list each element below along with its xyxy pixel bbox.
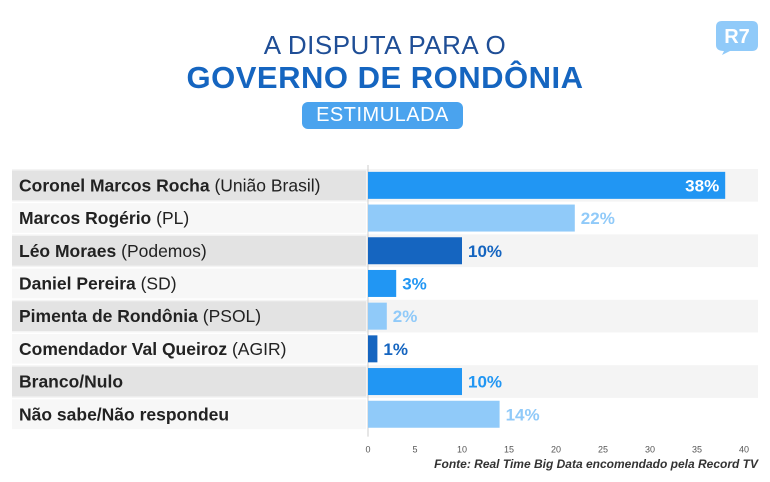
row-label-panel [12, 301, 366, 331]
row-label-panel [12, 203, 366, 233]
title-line-2: GOVERNO DE RONDÔNIA [186, 60, 584, 95]
row-label-panel [12, 170, 366, 201]
x-tick-label: 15 [504, 445, 514, 455]
bar-value-label: 14% [506, 405, 540, 424]
bar [368, 400, 500, 428]
row-label-panel [12, 334, 366, 364]
bar-value-label: 22% [581, 209, 615, 228]
candidate-name: Pimenta de Rondônia [19, 306, 198, 326]
row-label: Marcos Rogério (PL) [19, 208, 189, 228]
bar-value-label: 10% [468, 373, 502, 392]
source-note: Fonte: Real Time Big Data encomendado pe… [434, 457, 758, 471]
bar [368, 302, 387, 330]
candidate-party: (PSOL) [198, 306, 261, 326]
bar [368, 171, 726, 199]
row-label: Léo Moraes (Podemos) [19, 241, 207, 261]
row-label: Branco/Nulo [19, 372, 123, 392]
row-label-panel [12, 268, 366, 299]
candidate-party: (SD) [136, 273, 177, 293]
x-tick-label: 35 [692, 445, 702, 455]
bar-value-label: 38% [685, 176, 719, 195]
logo-text: R7 [724, 26, 750, 48]
x-tick-label: 25 [598, 445, 608, 455]
candidate-name: Não sabe/Não respondeu [19, 404, 229, 424]
bar-value-label: 3% [402, 274, 427, 293]
x-tick-label: 5 [412, 445, 417, 455]
x-tick-label: 40 [739, 445, 749, 455]
candidate-name: Marcos Rogério [19, 208, 151, 228]
r7-logo: R7 [716, 21, 758, 55]
candidate-name: Daniel Pereira [19, 273, 136, 293]
candidate-name: Comendador Val Queiroz [19, 339, 227, 359]
row-label: Pimenta de Rondônia (PSOL) [19, 306, 261, 326]
row-label-panel [12, 235, 366, 266]
row-label: Daniel Pereira (SD) [19, 273, 177, 293]
candidate-name: Branco/Nulo [19, 372, 123, 392]
candidate-party: (AGIR) [227, 339, 286, 359]
candidate-party: (União Brasil) [210, 175, 321, 195]
bar [368, 335, 378, 363]
candidate-party: (PL) [151, 208, 189, 228]
row-label-panel [12, 366, 366, 397]
bar-value-label: 10% [468, 242, 502, 261]
bar-value-label: 2% [393, 307, 418, 326]
title-line-1: A DISPUTA PARA O [263, 30, 507, 60]
bar [368, 269, 397, 297]
candidate-party: (Podemos) [116, 241, 206, 261]
candidate-name: Coronel Marcos Rocha [19, 175, 210, 195]
bar [368, 204, 575, 232]
bar [368, 237, 462, 265]
x-tick-label: 10 [457, 445, 467, 455]
row-label-panel [12, 399, 366, 430]
x-tick-label: 30 [645, 445, 655, 455]
bar [368, 368, 462, 396]
x-tick-label: 20 [551, 445, 561, 455]
row-label: Não sabe/Não respondeu [19, 404, 229, 424]
stimulated-badge: ESTIMULADA [302, 102, 463, 129]
bar-value-label: 1% [383, 340, 408, 359]
row-label: Coronel Marcos Rocha (União Brasil) [19, 175, 320, 195]
x-tick-label: 0 [365, 445, 370, 455]
candidate-name: Léo Moraes [19, 241, 117, 261]
row-label: Comendador Val Queiroz (AGIR) [19, 339, 286, 359]
